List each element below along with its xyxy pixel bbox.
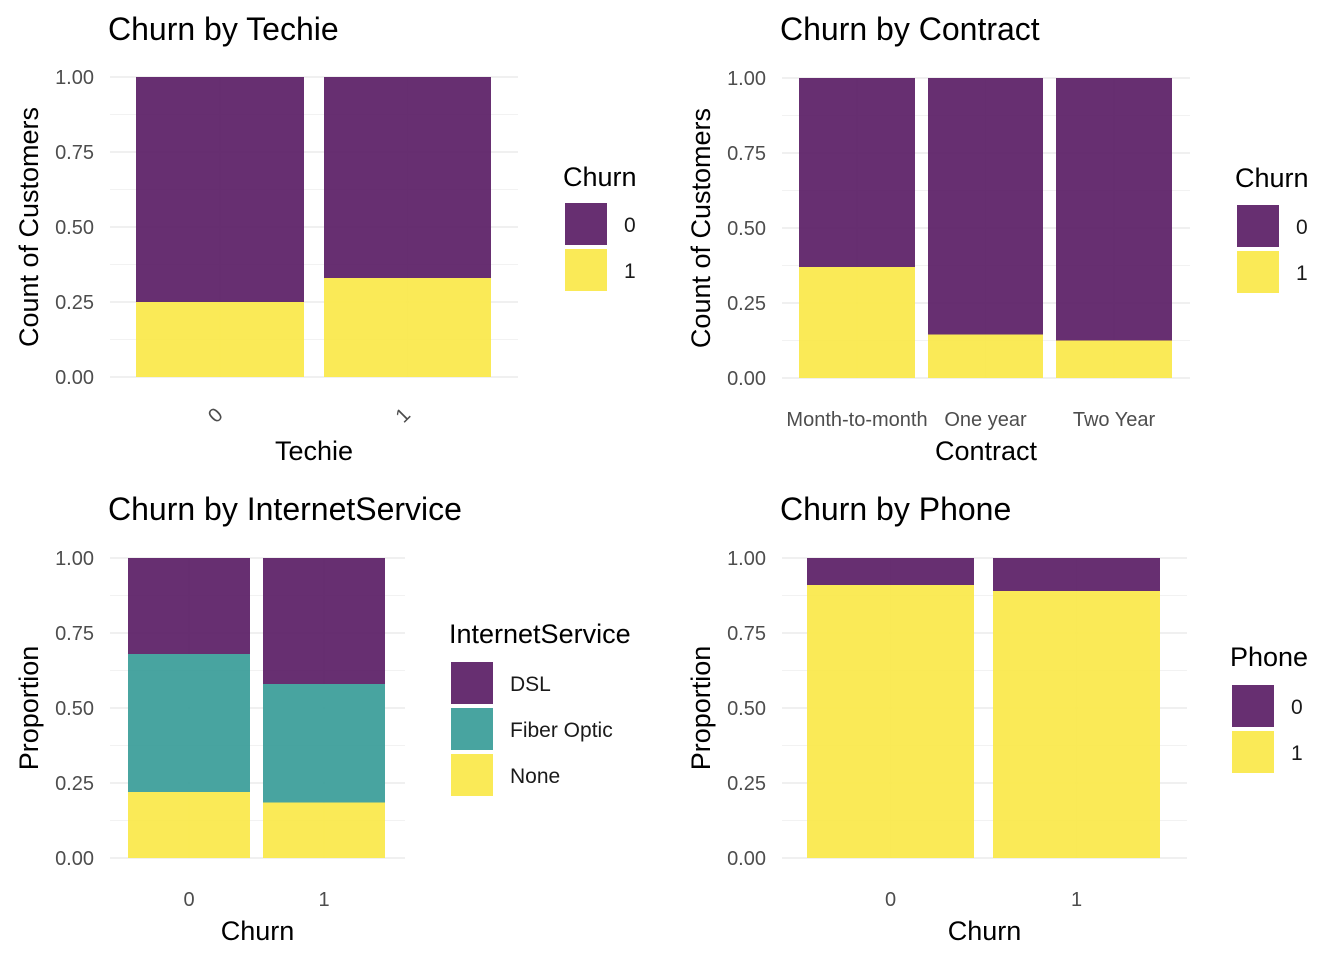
bar-segment-fiber-optic [128,654,250,792]
y-axis-title: Count of Customers [14,107,44,347]
x-tick-label: One year [944,409,1027,431]
y-tick-label: 0.25 [55,773,94,795]
y-tick-label: 0.00 [55,367,94,389]
legend-label: 0 [1291,696,1303,719]
x-axis-title: Churn [948,916,1022,946]
y-tick-label: 0.00 [727,368,766,390]
legend-swatch [451,662,493,704]
y-tick-label: 0.75 [727,623,766,645]
legend: Phone 0 1 [1230,642,1308,773]
x-tick-label: 0 [183,889,194,911]
bar-segment-dsl [263,558,385,684]
bar-segment-0 [993,558,1160,591]
bar-segment-1 [799,267,915,378]
x-axis-title: Techie [275,436,353,466]
legend-swatch [1232,685,1274,727]
y-tick-label: 0.00 [55,848,94,870]
y-tick-label: 0.50 [727,698,766,720]
chart-panel-4: Churn by Phone 0.00 0.25 0.50 0.75 1.00 0 1 Chur… [686,491,1308,946]
legend-swatch [451,708,493,750]
x-tick-label: 0 [885,889,896,911]
legend: InternetService DSL Fiber Optic None [449,619,631,796]
bar-segment-0 [928,78,1043,335]
y-axis-title: Proportion [14,646,44,771]
bars [799,78,1172,378]
x-tick-label: 0 [204,404,227,427]
bar-segment-0 [136,77,304,302]
x-tick-label: Month-to-month [786,409,927,431]
y-tick-label: 0.25 [727,773,766,795]
chart-panel-3: Churn by InternetService 0.00 0.25 0.50 0.75… [14,491,631,946]
bar-segment-0 [1056,78,1172,341]
bar-segment-1 [1056,340,1172,378]
y-tick-label: 1.00 [55,548,94,570]
y-tick-label: 1.00 [727,68,766,90]
chart-title: Churn by InternetService [108,491,462,527]
bar-segment-none [263,802,385,858]
legend-swatch [565,203,607,245]
legend-label: DSL [510,673,551,696]
chart-panel-2: Churn by Contract 0.00 0.25 0.50 0.75 1.00 Mon… [686,11,1309,466]
legend-title: InternetService [449,619,631,649]
y-tick-label: 0.75 [727,143,766,165]
y-tick-label: 0.50 [55,698,94,720]
x-tick-label: 1 [1071,889,1082,911]
chart-title: Churn by Techie [108,11,339,47]
legend-swatch [1237,251,1279,293]
y-tick-label: 1.00 [727,548,766,570]
legend-label: 1 [1296,262,1308,285]
chart-title: Churn by Contract [780,11,1040,47]
chart-title: Churn by Phone [780,491,1011,527]
legend-title: Churn [1235,163,1309,193]
y-tick-label: 0.75 [55,142,94,164]
legend-swatch [565,249,607,291]
x-tick-label: 1 [318,889,329,911]
y-tick-label: 0.00 [727,848,766,870]
bar-segment-fiber-optic [263,684,385,803]
bar-segment-none [128,792,250,858]
y-tick-label: 0.50 [55,217,94,239]
legend-label: 0 [1296,216,1308,239]
legend-swatch [1232,731,1274,773]
bar-segment-0 [799,78,915,267]
x-axis-title: Contract [935,436,1038,466]
bars [136,77,491,377]
bar-segment-1 [807,585,974,858]
legend-label: None [510,765,560,788]
chart-panel-1: Churn by Techie 0.00 0.25 0.50 0.75 1.00 0 1 Tec… [14,11,637,466]
x-tick-label: Two Year [1073,409,1156,431]
bar-segment-1 [136,302,304,377]
legend: Churn 0 1 [1235,163,1309,293]
y-tick-label: 0.75 [55,623,94,645]
x-axis-title: Churn [221,916,295,946]
y-tick-label: 0.50 [727,218,766,240]
bar-segment-1 [993,591,1160,858]
x-tick-label: 1 [392,404,415,427]
bars [807,558,1160,858]
legend-label: 0 [624,214,636,237]
bar-segment-0 [324,77,491,278]
legend-title: Churn [563,162,637,192]
legend-title: Phone [1230,642,1308,672]
y-tick-label: 0.25 [55,292,94,314]
legend-label: 1 [1291,742,1303,765]
y-axis-title: Proportion [686,646,716,771]
y-tick-label: 1.00 [55,67,94,89]
bar-segment-dsl [128,558,250,654]
y-axis-title: Count of Customers [686,108,716,348]
bar-segment-0 [807,558,974,585]
y-tick-label: 0.25 [727,293,766,315]
legend-label: Fiber Optic [510,719,613,742]
legend-label: 1 [624,260,636,283]
bars [128,558,385,858]
legend-swatch [1237,205,1279,247]
legend-swatch [451,754,493,796]
bar-segment-1 [324,278,491,377]
bar-segment-1 [928,334,1043,378]
legend: Churn 0 1 [563,162,637,291]
